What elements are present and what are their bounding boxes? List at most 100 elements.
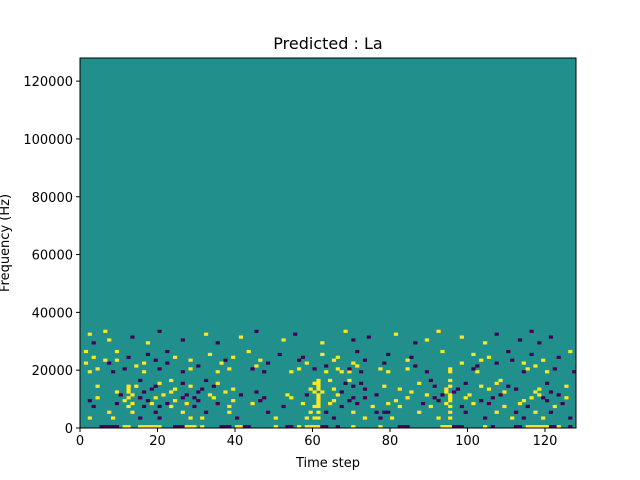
heatmap-cell	[351, 425, 356, 429]
heatmap-cell	[490, 396, 495, 400]
heatmap-cell	[238, 425, 244, 429]
heatmap-cell	[107, 338, 112, 342]
heatmap-cell	[126, 404, 131, 409]
heatmap-cell	[432, 396, 437, 400]
heatmap-cell	[320, 341, 325, 345]
heatmap-cell	[215, 401, 220, 406]
heatmap-cell	[331, 399, 337, 403]
heatmap-cell	[459, 425, 464, 429]
heatmap-cell	[215, 381, 220, 385]
heatmap-cell	[169, 378, 174, 383]
heatmap-cell	[142, 370, 147, 374]
heatmap-cell	[219, 425, 224, 429]
heatmap-cell	[568, 416, 573, 420]
x-axis: 0 20 40 60 80 100 120	[76, 428, 557, 449]
heatmap-cell	[436, 416, 441, 420]
heatmap-cell	[316, 399, 321, 403]
x-tick-label: 20	[149, 434, 166, 449]
heatmap-cell	[548, 390, 554, 394]
heatmap-cell	[266, 410, 271, 414]
heatmap-cell	[227, 367, 232, 371]
heatmap-cell	[149, 425, 154, 429]
heatmap-cell	[483, 416, 488, 420]
heatmap-cell	[494, 410, 499, 414]
heatmap-cell	[157, 416, 162, 420]
heatmap-cell	[285, 393, 290, 397]
heatmap-cell	[452, 390, 457, 394]
heatmap-cell	[351, 384, 356, 388]
heatmap-cell	[304, 393, 309, 397]
heatmap-cell	[506, 384, 511, 388]
heatmap-cell	[448, 367, 453, 371]
heatmap-cell	[494, 381, 499, 385]
chart-title: Predicted : La	[273, 34, 382, 53]
heatmap-cell	[180, 370, 185, 374]
heatmap-cell	[347, 370, 352, 374]
heatmap-cell	[235, 425, 240, 429]
heatmap-cell	[339, 404, 344, 409]
heatmap-cell	[533, 410, 538, 414]
heatmap-cell	[448, 399, 453, 403]
y-tick-label: 100000	[23, 133, 73, 148]
heatmap-cell	[316, 425, 321, 429]
heatmap-cell	[510, 416, 515, 420]
heatmap-cell	[297, 358, 302, 362]
heatmap-cell	[463, 381, 468, 385]
heatmap-cell	[111, 370, 116, 374]
heatmap-cell	[545, 425, 550, 429]
heatmap-cell	[134, 364, 139, 368]
heatmap-cell	[444, 387, 449, 391]
heatmap-cell	[200, 425, 205, 429]
heatmap-cell	[335, 355, 340, 359]
heatmap-cell	[444, 390, 449, 394]
heatmap-cell	[405, 367, 410, 371]
heatmap-cell	[200, 387, 205, 391]
heatmap-cell	[479, 399, 484, 403]
heatmap-cell	[467, 393, 472, 397]
heatmap-cell	[359, 370, 364, 374]
heatmap-cell	[258, 358, 263, 362]
heatmap-cell	[405, 425, 410, 429]
heatmap-cell	[169, 390, 174, 394]
heatmap-cell	[312, 381, 317, 385]
heatmap-cell	[130, 410, 135, 414]
heatmap-cell	[227, 410, 232, 414]
heatmap-cell	[289, 370, 294, 374]
heatmap-cell	[250, 367, 255, 371]
heatmap-cell	[448, 416, 453, 420]
y-tick-label: 20000	[32, 364, 73, 379]
heatmap-cell	[397, 404, 402, 409]
heatmap-cell	[126, 387, 131, 391]
heatmap-cell	[362, 416, 368, 420]
heatmap-cell	[428, 378, 433, 383]
x-axis-label: Time step	[295, 456, 360, 471]
heatmap-cell	[134, 384, 139, 388]
heatmap-cell	[114, 349, 120, 354]
heatmap-cell	[126, 355, 131, 359]
heatmap-cell	[219, 361, 224, 365]
heatmap-cell	[126, 390, 131, 394]
heatmap-cell	[231, 355, 236, 359]
heatmap-cell	[525, 425, 530, 429]
heatmap-cell	[494, 332, 499, 336]
heatmap-cell	[374, 410, 379, 414]
heatmap-cell	[246, 425, 251, 429]
heatmap-cell	[273, 416, 278, 420]
heatmap-cell	[173, 399, 178, 403]
heatmap-cell	[262, 396, 267, 400]
y-tick-label: 120000	[23, 75, 73, 90]
heatmap-cell	[331, 358, 337, 362]
heatmap-cell	[459, 361, 464, 365]
heatmap-cell	[324, 364, 329, 368]
heatmap-cell	[351, 361, 356, 365]
heatmap-cell	[351, 396, 356, 400]
heatmap-cell	[95, 384, 100, 388]
heatmap-cell	[355, 401, 360, 406]
heatmap-cell	[448, 370, 453, 374]
heatmap-cell	[184, 393, 189, 397]
heatmap-cell	[463, 396, 468, 400]
heatmap-cell	[111, 416, 116, 420]
heatmap-cell	[529, 352, 534, 357]
x-tick-label: 0	[76, 434, 84, 449]
